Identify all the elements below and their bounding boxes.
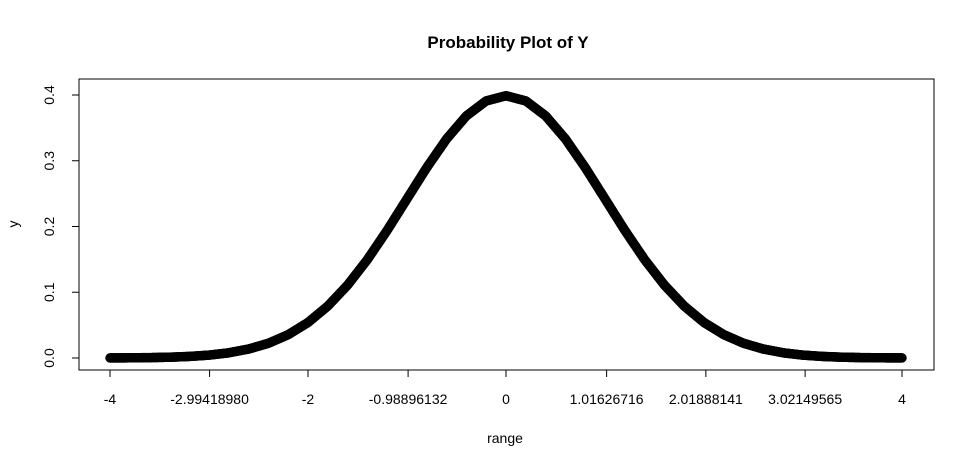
y-tick-label: 0.1 — [41, 282, 57, 302]
x-tick-label: -4 — [104, 391, 117, 407]
data-points — [105, 90, 907, 363]
y-tick-label: 0.0 — [41, 348, 57, 368]
x-axis: -4 -2.99418980 -2 -0.98896132 0 1.01626716 2.0… — [104, 369, 906, 407]
y-tick-label: 0.3 — [41, 151, 57, 171]
plot-border — [78, 78, 935, 371]
x-tick-label: 2.01888141 — [669, 391, 743, 407]
x-tick-label: 4 — [898, 391, 906, 407]
x-tick-label: -2.99418980 — [170, 391, 249, 407]
chart-title: Probability Plot of Y — [427, 33, 589, 52]
x-tick-label: 0 — [502, 391, 510, 407]
x-axis-label: range — [487, 430, 523, 446]
y-axis-label: y — [5, 221, 21, 228]
y-axis: 0.0 0.1 0.2 0.3 0.4 — [41, 85, 80, 368]
y-tick-label: 0.2 — [41, 217, 57, 237]
x-tick-label: 3.02149565 — [768, 391, 842, 407]
data-point — [897, 353, 907, 363]
x-tick-label: 1.01626716 — [570, 391, 644, 407]
x-tick-label: -0.98896132 — [369, 391, 448, 407]
x-tick-label: -2 — [302, 391, 315, 407]
y-tick-label: 0.4 — [41, 85, 57, 105]
